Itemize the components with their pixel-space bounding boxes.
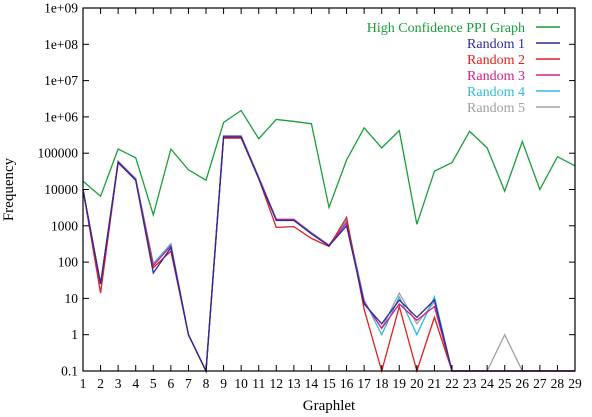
x-tick-label: 22 <box>445 376 459 391</box>
x-tick-label: 5 <box>150 376 157 391</box>
x-tick-label: 8 <box>203 376 210 391</box>
legend-label: Random 4 <box>467 85 525 100</box>
x-tick-label: 13 <box>287 376 301 391</box>
legend-label: Random 3 <box>467 69 525 84</box>
x-tick-label: 10 <box>234 376 248 391</box>
series-line-5 <box>82 135 575 374</box>
y-tick-label: 10 <box>65 291 79 306</box>
x-tick-label: 26 <box>516 376 530 391</box>
x-tick-label: 19 <box>393 376 407 391</box>
y-tick-label: 1000 <box>51 218 78 233</box>
series-line-4 <box>82 135 575 374</box>
x-tick-label: 9 <box>220 376 227 391</box>
y-tick-label: 100000 <box>38 146 79 161</box>
x-tick-label: 16 <box>340 376 354 391</box>
series-layer <box>82 109 576 374</box>
x-tick-label: 15 <box>322 376 336 391</box>
x-tick-label: 18 <box>375 376 389 391</box>
x-tick-label: 27 <box>533 376 547 391</box>
y-tick-label: 1e+07 <box>44 73 78 88</box>
x-tick-label: 2 <box>97 376 104 391</box>
x-tick-label: 20 <box>410 376 424 391</box>
axis-layer: 0.11101001000100001000001e+061e+071e+081… <box>38 1 583 392</box>
x-tick-label: 6 <box>167 376 174 391</box>
y-tick-label: 0.1 <box>61 364 78 379</box>
y-tick-label: 10000 <box>44 182 78 197</box>
x-tick-label: 25 <box>498 376 512 391</box>
y-tick-label: 1e+08 <box>44 37 78 52</box>
series-line-3 <box>82 137 575 374</box>
x-tick-label: 14 <box>305 376 319 391</box>
x-axis-title: Graphlet <box>303 398 356 414</box>
x-tick-label: 1 <box>80 376 87 391</box>
series-line-2 <box>82 136 575 374</box>
x-tick-label: 17 <box>357 376 371 391</box>
legend-label: Random 1 <box>467 37 525 52</box>
legend-label: Random 5 <box>467 101 525 116</box>
x-tick-label: 11 <box>252 376 265 391</box>
y-tick-label: 1 <box>71 327 78 342</box>
x-tick-label: 23 <box>463 376 477 391</box>
series-line-6 <box>82 135 575 374</box>
x-tick-label: 12 <box>270 376 284 391</box>
legend-label: Random 2 <box>467 53 525 68</box>
x-tick-label: 3 <box>115 376 122 391</box>
x-tick-label: 21 <box>428 376 442 391</box>
x-tick-label: 24 <box>480 376 494 391</box>
x-tick-label: 29 <box>568 376 582 391</box>
y-tick-label: 1e+09 <box>44 1 78 16</box>
x-tick-label: 28 <box>551 376 565 391</box>
x-tick-label: 4 <box>132 376 139 391</box>
series-line-1 <box>82 109 576 225</box>
y-axis-title: Frequency <box>1 157 17 221</box>
x-tick-label: 7 <box>185 376 192 391</box>
legend-label: High Confidence PPI Graph <box>367 21 525 36</box>
y-tick-label: 1e+06 <box>44 109 78 124</box>
y-tick-label: 100 <box>58 255 79 270</box>
